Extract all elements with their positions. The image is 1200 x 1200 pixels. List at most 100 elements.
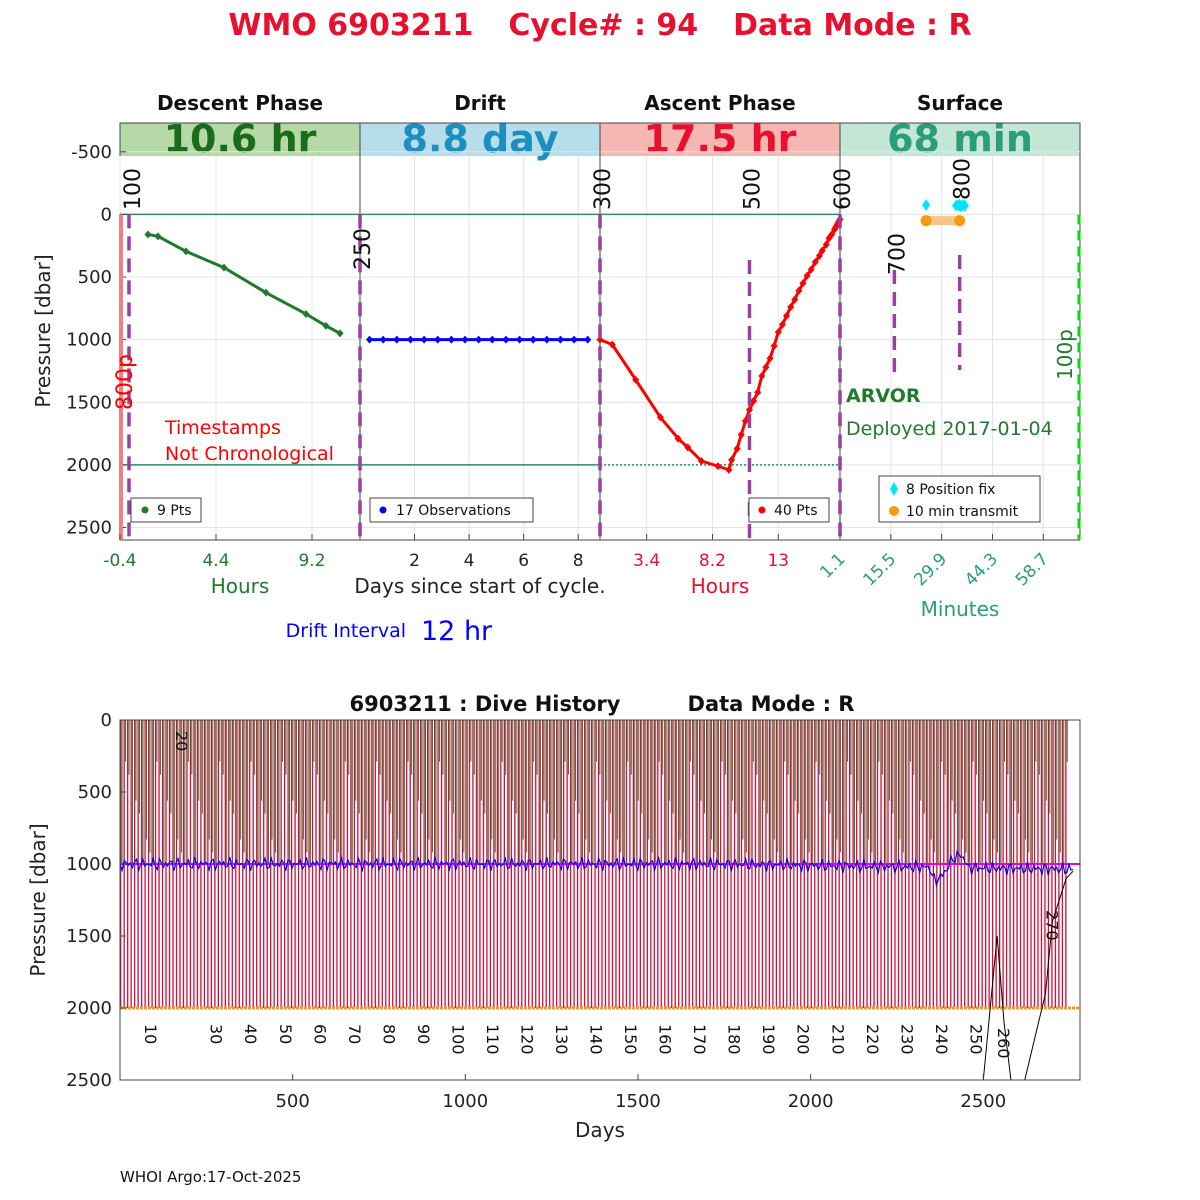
transmit-legend-text: 10 min transmit xyxy=(906,504,1019,520)
ascent-point xyxy=(770,341,778,350)
ascent-point xyxy=(714,462,722,471)
drift-point xyxy=(556,335,564,344)
cycle-label-top: 20 xyxy=(172,731,191,751)
descent-x-label: Hours xyxy=(211,574,270,598)
cycle-label: 60 xyxy=(310,1024,329,1044)
ascent-point xyxy=(697,457,705,466)
cycle-label: 110 xyxy=(483,1024,502,1055)
top-y-tick-label: 0 xyxy=(101,204,112,225)
ascent-point xyxy=(803,271,811,280)
marker-label-800p: 800p xyxy=(113,354,138,410)
position-fix-legend-marker xyxy=(890,482,898,496)
cycle-label: 190 xyxy=(759,1024,778,1055)
ascent-point xyxy=(725,465,733,474)
descent-point xyxy=(220,263,228,272)
drift-point xyxy=(502,335,510,344)
top-y-tick-label: 2500 xyxy=(66,517,112,538)
deployed-date: Deployed 2017-01-04 xyxy=(846,418,1053,440)
bottom-x-tick-label: 1500 xyxy=(615,1091,661,1112)
top-y-tick-label: 1500 xyxy=(66,392,112,413)
ascent-point xyxy=(766,354,774,363)
drift-point xyxy=(570,335,578,344)
deep-trace xyxy=(982,935,1012,1081)
top-y-tick-label: 500 xyxy=(78,267,112,288)
ascent-point xyxy=(745,405,753,414)
bottom-y-ticks: 0 500 1000 1500 2000 2500 xyxy=(66,710,126,1091)
deep-trace xyxy=(1024,870,1074,1081)
surface-x-tick-label: 1.1 xyxy=(816,549,849,582)
ascent-legend-marker xyxy=(758,506,766,514)
drift-point xyxy=(475,335,483,344)
descent-point xyxy=(262,288,270,297)
top-y-label: Pressure [dbar] xyxy=(31,254,55,407)
ascent-line xyxy=(599,218,842,472)
ascent-point xyxy=(758,371,766,380)
surface-x-tick-label: 15.5 xyxy=(859,549,900,590)
bottom-y-tick-label: 500 xyxy=(78,782,112,803)
drift-point xyxy=(543,335,551,344)
bottom-panel: 10 30 40 50 60 70 80 90 100 110 120 130 140 150 160 170… xyxy=(66,710,1081,1112)
ascent-legend-box xyxy=(748,497,830,523)
top-y-tick-label: 1000 xyxy=(66,330,112,351)
cycle-label: 100 xyxy=(448,1024,467,1055)
drift-point xyxy=(584,335,592,344)
cycle-label: 140 xyxy=(587,1024,606,1055)
cycle-label: 40 xyxy=(241,1024,260,1044)
bottom-y-tick-label: 0 xyxy=(101,710,112,731)
descent-point xyxy=(322,321,330,330)
ascent-point xyxy=(762,363,770,372)
cycle-label: 250 xyxy=(966,1024,985,1055)
cycle-label: 170 xyxy=(690,1024,709,1055)
history-title-id: 6903211 : Dive History xyxy=(350,692,621,716)
drift-point xyxy=(379,335,387,344)
drift-point xyxy=(366,335,374,344)
ascent-point xyxy=(822,240,830,249)
descent-x-tick-label: -0.4 xyxy=(103,551,136,571)
drift-history-line xyxy=(119,849,1074,888)
drift-x-tick-label: 4 xyxy=(464,551,475,571)
bottom-y-tick-label: 1000 xyxy=(66,854,112,875)
phase-duration-descent: 10.6 hr xyxy=(164,117,317,161)
history-lines xyxy=(119,849,1080,1081)
position-fix-legend-text: 8 Position fix xyxy=(906,482,995,498)
bottom-y-tick-label: 1500 xyxy=(66,926,112,947)
phase-duration-surface: 68 min xyxy=(887,117,1033,161)
descent-legend-text: 9 Pts xyxy=(157,503,192,519)
drift-x-tick-label: 2 xyxy=(409,551,420,571)
cycle-labels: 10 30 40 50 60 70 80 90 100 110 120 130 140 150 160 170… xyxy=(141,731,1061,1059)
cycle-label: 80 xyxy=(379,1024,398,1044)
drift-interval-value: 12 hr xyxy=(421,616,493,647)
descent-point xyxy=(336,329,344,338)
ascent-point xyxy=(818,246,826,255)
descent-x-tick-label: 4.4 xyxy=(202,551,229,571)
phase-header-drift: Drift xyxy=(454,91,506,115)
marker-label-700: 700 xyxy=(885,233,910,275)
cycle-label: 50 xyxy=(276,1024,295,1044)
phase-duration-drift: 8.8 day xyxy=(402,117,559,161)
drift-x-tick-label: 6 xyxy=(518,551,529,571)
top-y-tick-label: 2000 xyxy=(66,455,112,476)
history-title-mode: Data Mode : R xyxy=(688,692,855,716)
cycle-label: 130 xyxy=(552,1024,571,1055)
phase-band-drift xyxy=(360,123,600,156)
cycle-label: 90 xyxy=(414,1024,433,1044)
ascent-x-label: Hours xyxy=(691,574,750,598)
phase-header-surface: Surface xyxy=(917,91,1003,115)
ascent-point xyxy=(778,320,786,329)
ascent-x-tick-label: 3.4 xyxy=(633,551,660,571)
ascent-point xyxy=(674,434,682,443)
ascent-point xyxy=(815,251,823,260)
surface-legend: 8 Position fix 10 min transmit xyxy=(878,475,1041,523)
ascent-point xyxy=(828,230,836,239)
bottom-x-tick-label: 500 xyxy=(275,1091,309,1112)
cycle-label: 180 xyxy=(725,1024,744,1055)
descent-legend: 9 Pts xyxy=(130,497,202,523)
descent-point xyxy=(182,247,190,256)
transmit-legend-marker xyxy=(889,506,899,516)
top-y-ticks: -500 0 500 1000 1500 2000 2500 xyxy=(66,142,126,538)
mode-label: Data Mode : R xyxy=(733,8,971,43)
ascent-point xyxy=(741,417,749,426)
footer: WHOI Argo:17-Oct-2025 xyxy=(120,1168,301,1186)
ascent-point xyxy=(799,279,807,288)
